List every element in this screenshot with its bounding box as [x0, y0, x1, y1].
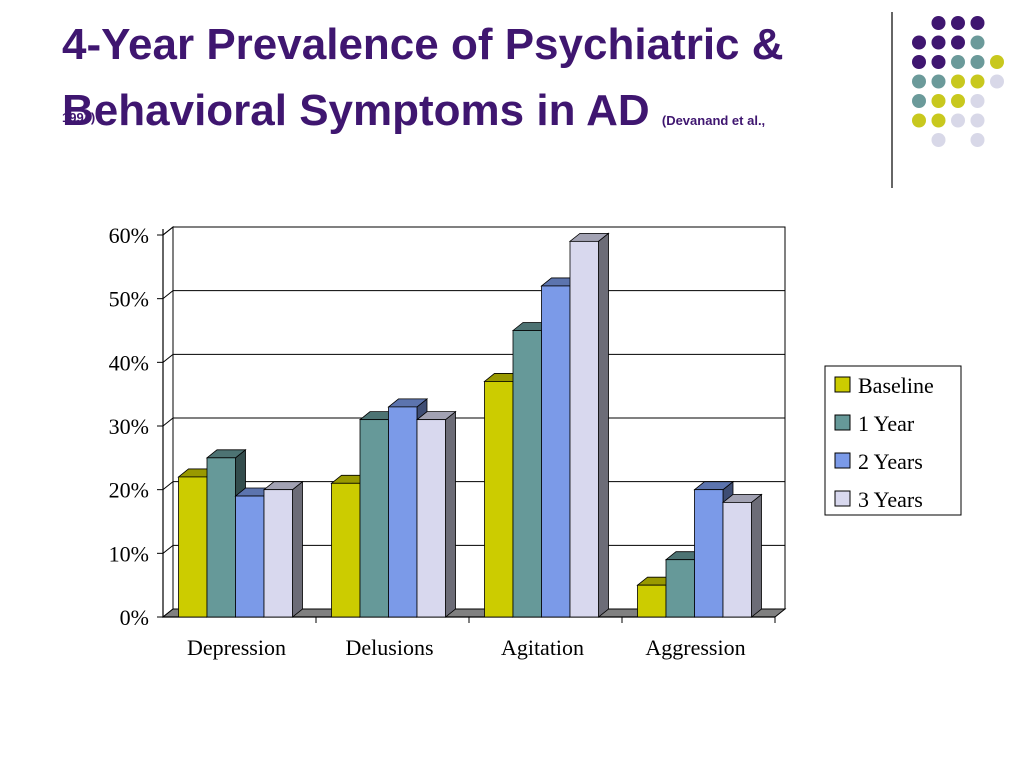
y-tick-label: 10% [109, 541, 149, 566]
gridline-side [162, 226, 174, 236]
legend-label: Baseline [858, 373, 934, 398]
decorative-dot [951, 16, 965, 30]
bar-front [359, 419, 389, 618]
bar-aggression-3-years [721, 493, 763, 618]
title-line-2: Behavioral Symptoms in AD [62, 86, 650, 135]
legend-label: 3 Years [858, 487, 923, 512]
decorative-dot [970, 74, 985, 89]
legend-label: 1 Year [858, 411, 915, 436]
decorative-dot [931, 133, 946, 147]
bar-front [206, 457, 236, 618]
y-tick-label: 50% [109, 287, 149, 312]
bar-front [665, 559, 695, 618]
decorative-dot [990, 55, 1004, 69]
bar-front [235, 495, 265, 618]
decorative-dot [931, 16, 946, 30]
decorative-dot [970, 55, 985, 69]
x-tick-label: Delusions [346, 635, 434, 660]
decorative-dot [931, 55, 946, 69]
decorative-dot [912, 35, 926, 50]
slide-title: 4-Year Prevalence of Psychiatric & Behav… [62, 12, 902, 210]
bar-side [445, 410, 456, 618]
bar-side [292, 480, 303, 618]
y-tick-label: 60% [109, 223, 149, 248]
bar-front [484, 381, 514, 618]
x-tick-label: Depression [187, 635, 286, 660]
decorative-dot [912, 55, 926, 69]
bar-agitation-3-years [568, 232, 610, 618]
bar-front [263, 489, 293, 618]
decorative-dot [970, 133, 985, 147]
bar-front [331, 482, 361, 618]
citation: (Devanand et al., [662, 113, 765, 128]
decorative-dot [970, 35, 985, 50]
decorative-dot [970, 16, 985, 30]
x-tick-label: Agitation [501, 635, 584, 660]
decorative-dot [931, 94, 946, 108]
citation-part-1: (Devanand et al., [661, 113, 766, 128]
bar-front [388, 406, 418, 618]
x-tick-label: Aggression [645, 635, 745, 660]
decorative-dot [951, 94, 965, 108]
decorative-dot [912, 74, 926, 89]
decorative-dot [912, 94, 926, 108]
bar-front [722, 501, 752, 618]
gridline-side [162, 353, 174, 363]
decorative-dot [990, 74, 1004, 89]
decorative-dot [951, 113, 965, 128]
bar-front [569, 240, 599, 618]
citation-year: 1997) [62, 110, 96, 125]
bar-side [751, 493, 762, 618]
legend-swatch [834, 452, 851, 469]
bar-front [416, 419, 446, 618]
y-tick-label: 40% [109, 350, 149, 375]
decorative-dot [951, 55, 965, 69]
decorative-dot [931, 113, 946, 128]
gridline-side [162, 481, 174, 491]
legend-swatch [834, 414, 851, 431]
decorative-dot [912, 113, 926, 128]
legend-swatch [834, 490, 851, 507]
bar-depression-3-years [262, 480, 304, 618]
bar-front [178, 476, 208, 618]
decorative-dot [951, 74, 965, 89]
decorative-dot [970, 113, 985, 128]
y-tick-label: 0% [120, 605, 149, 630]
bar-delusions-3-years [415, 410, 457, 618]
bar-front [637, 584, 667, 618]
legend-swatch [834, 376, 851, 393]
y-tick-label: 30% [109, 414, 149, 439]
decorative-dot [951, 35, 965, 50]
y-tick-label: 20% [109, 478, 149, 503]
decorative-dots [891, 12, 1004, 188]
title-line-1: 4-Year Prevalence of Psychiatric & [62, 20, 784, 69]
decorative-dot [931, 35, 946, 50]
legend-label: 2 Years [858, 449, 923, 474]
bar-front [541, 285, 571, 618]
decorative-dot [931, 74, 946, 89]
bar-front [512, 330, 542, 618]
bar-front [694, 489, 724, 618]
gridline-side [162, 290, 174, 300]
decorative-dot [970, 94, 985, 108]
gridline-side [162, 417, 174, 427]
gridline-side [162, 544, 174, 554]
bar-side [598, 232, 609, 618]
